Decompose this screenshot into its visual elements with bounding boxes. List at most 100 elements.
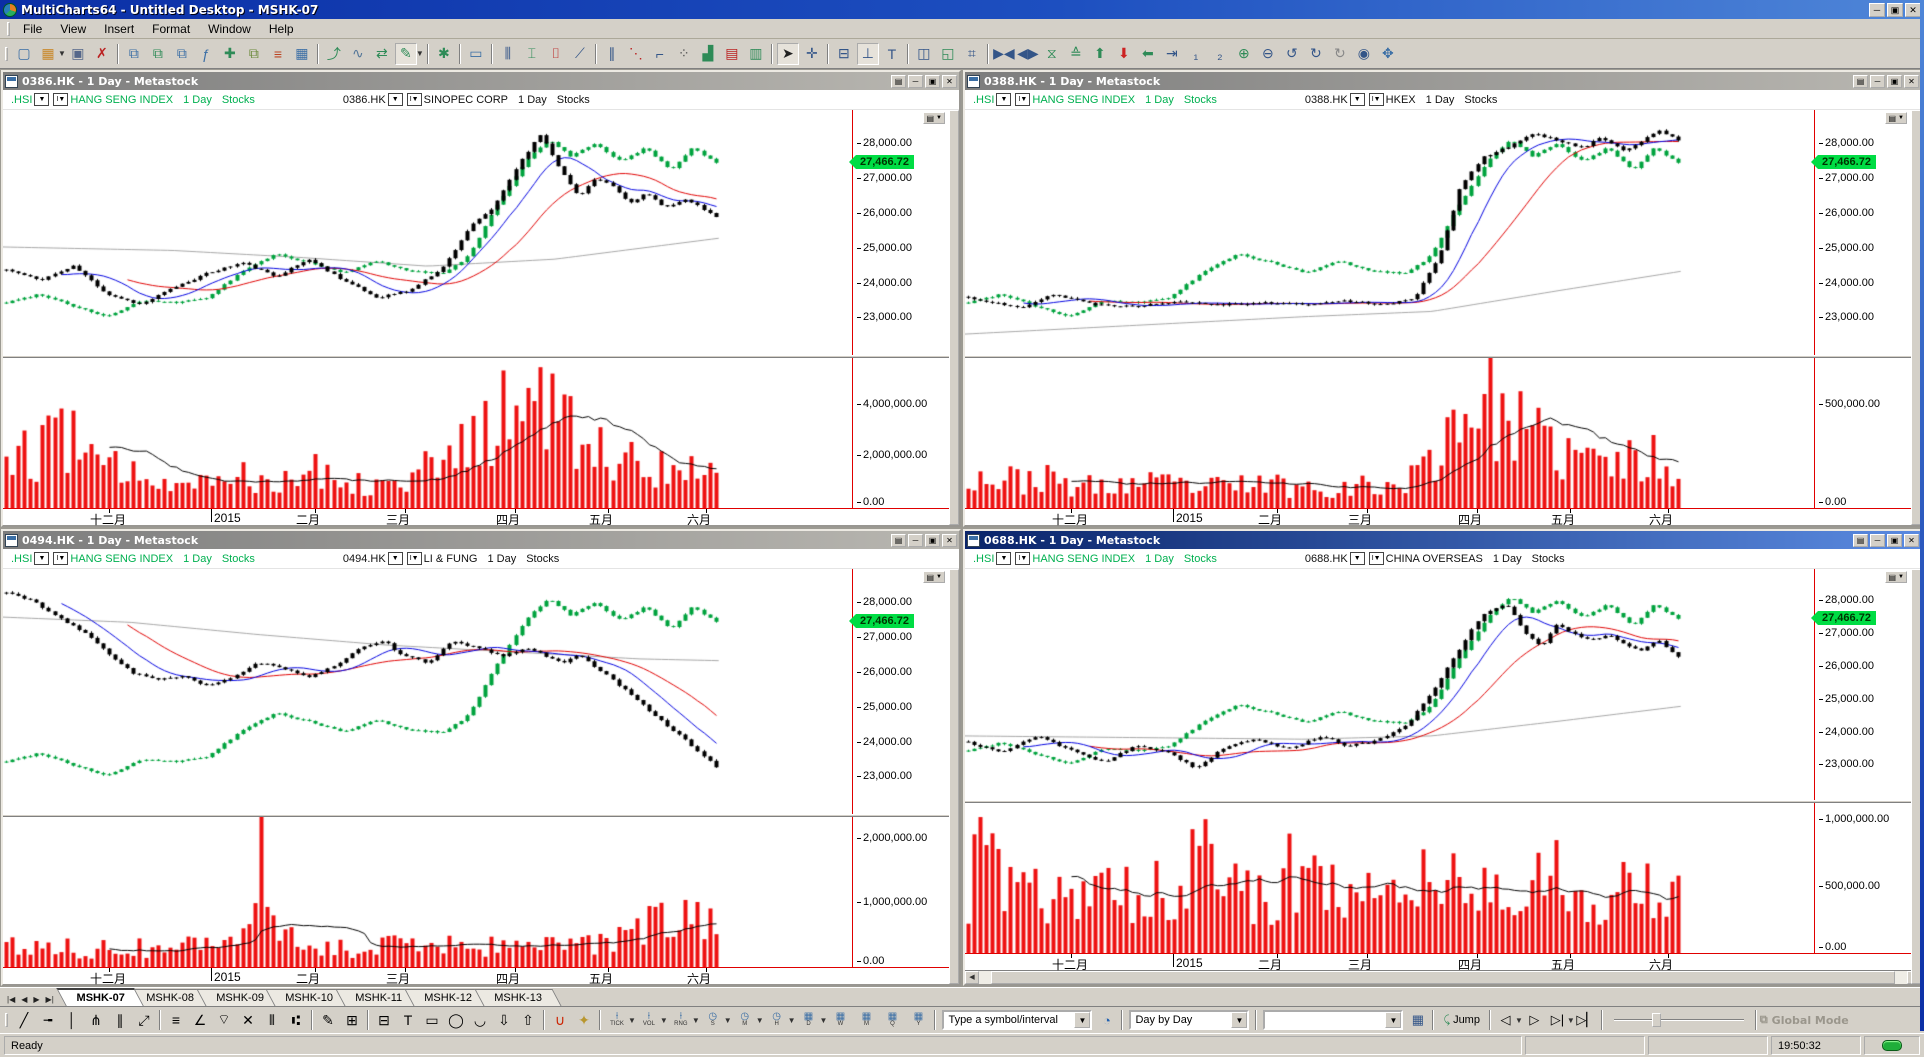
tile-windows-icon[interactable]: ◫ [917,45,931,61]
chart-window-restore-button[interactable]: ▣ [925,74,940,88]
chart-window-close-button[interactable]: ✕ [1904,533,1919,547]
vertical-scrollbar[interactable] [949,569,959,984]
second-resolution-icon[interactable]: ◷ S [701,1010,725,1031]
year-resolution-icon[interactable]: ▦ Y [906,1010,930,1031]
data-window-icon[interactable]: ⊟ [837,45,850,61]
price-axis[interactable]: 28,000.00 27,000.00 26,000.00 25,000.00 24,0… [1811,569,1921,800]
curve-analysis-icon[interactable]: ∿ [352,45,364,61]
redo-icon[interactable]: ↻ [1309,45,1322,61]
lock-drawings-icon[interactable]: ✦ [578,1011,590,1028]
format-objects-icon[interactable]: ≡ [273,45,282,62]
drawing-mode-icon-dropdown[interactable]: ▼ [415,49,424,58]
playback-play-to-icon-dropdown[interactable]: ▼ [1566,1015,1575,1025]
hollow-candle-icon[interactable]: ⌷ [551,45,561,61]
chart-settings-icon[interactable]: ▦ [1411,1012,1425,1027]
volume-axis[interactable]: 500,000.00 0.00 [1814,358,1921,509]
insert-study-icon[interactable]: ⧉ [176,45,187,61]
workspace-tab-mshk-13[interactable]: MSHK-13 [474,989,561,1006]
app-close-button[interactable]: ✕ [1905,2,1921,17]
minute-resolution-icon-dropdown[interactable]: ▼ [755,1015,764,1025]
pitchfork-icon[interactable]: ⋔ [90,1011,102,1028]
interval-combo[interactable]: ▼ [1263,1010,1404,1030]
step-style-icon[interactable]: ⌐ [655,45,664,62]
symbol-combo-dropdown[interactable]: ▼ [1074,1012,1091,1028]
playback-go-end-icon[interactable]: ▷▏ [1576,1012,1597,1027]
edit-script-icon[interactable]: ⧉ [248,45,259,61]
hsi-symbol-dropdown[interactable]: ▼ [996,93,1012,106]
save-desktop-icon[interactable]: ▣ [71,45,85,61]
scrollbar-track[interactable] [979,971,1907,984]
format-symbol-icon[interactable]: ⧉ [152,45,163,61]
chart-panel-menu-button[interactable]: ▤ ▼ [1885,571,1907,583]
chart-window-menu-button[interactable]: ▤ [1853,533,1868,547]
chart-panel-menu-button[interactable]: ▤ ▼ [1885,112,1907,124]
tab-nav-button-0[interactable]: |◀ [7,995,16,1004]
order-two-icon[interactable]: ₂ [1217,45,1223,62]
playback-step-icon[interactable]: ◀▶ [1017,45,1039,61]
chart-window-restore-button[interactable]: ▣ [925,533,940,547]
playback-step-back-icon[interactable]: ◁ [1500,1012,1511,1027]
tab-nav-button-1[interactable]: ◀ [21,995,28,1004]
tab-nav-button-3[interactable]: ▶| [45,995,54,1004]
volume-pane[interactable] [965,803,1814,954]
drawing-mode-icon[interactable]: ✎ [394,42,417,65]
hsi-symbol-dropdown[interactable]: ▼ [34,552,50,565]
parallel-lines-icon[interactable]: ∥ [116,1011,124,1028]
symbol-combo[interactable]: Type a symbol/interval ▼ [942,1010,1093,1030]
fib-fan-icon[interactable]: ∠ [193,1011,207,1028]
app-minimize-button[interactable]: ─ [1869,2,1885,17]
arc-tool-icon[interactable]: ◡ [473,1011,487,1028]
scroll-left-icon[interactable]: ◀ [965,971,979,984]
fib-timezones-icon[interactable]: ⦀ [268,1011,276,1028]
menu-item-help[interactable]: Help [268,21,294,36]
price-chart-canvas[interactable] [3,110,852,355]
strategy-report-icon[interactable]: ▦ [295,45,309,61]
hsi-symbol-dropdown[interactable]: ▼ [34,93,50,106]
day-resolution-icon[interactable]: ▦ D [797,1010,821,1031]
hour-resolution-icon-dropdown[interactable]: ▼ [787,1015,796,1025]
close-desktop-icon[interactable]: ✗ [96,45,108,61]
stock-symbol-dropdown[interactable]: ▼ [387,552,403,565]
price-chart-canvas[interactable] [965,569,1814,800]
pointer-icon[interactable]: ➤ [776,42,799,65]
second-resolution-icon-dropdown[interactable]: ▼ [723,1015,732,1025]
volume-axis[interactable]: 4,000,000.00 2,000,000.00 0.00 [852,358,959,509]
pane-splitter[interactable] [965,355,1921,358]
chart-window-close-button[interactable]: ✕ [942,533,957,547]
volume-chart-canvas[interactable] [3,817,852,967]
zoom-tool-icon[interactable]: ◉ [1357,45,1370,61]
app-titlebar[interactable]: MultiCharts64 - Untitled Desktop - MSHK-… [0,0,1924,19]
pane-splitter[interactable] [965,800,1921,803]
range-resolution-icon[interactable]: ⍿ RNG [669,1010,693,1031]
magnet-icon[interactable]: ∪ [554,1011,566,1028]
stock-symbol-dropdown[interactable]: ▼ [1349,93,1365,106]
vertical-scrollbar[interactable] [949,110,959,525]
open-icon[interactable]: ▦ [41,45,55,61]
chart-window-restore-button[interactable]: ▣ [1887,74,1902,88]
time-axis[interactable]: 十二月 2015 二月 三月 四月 五月 六月 [965,509,1814,527]
tick-resolution-icon-dropdown[interactable]: ▼ [628,1015,636,1025]
pane-splitter[interactable] [3,355,959,358]
volume-resolution-icon-dropdown[interactable]: ▼ [659,1015,668,1025]
global-mode-button[interactable]: ⧉ Global Mode [1760,1013,1849,1027]
time-axis[interactable]: 十二月 2015 二月 三月 四月 五月 六月 [3,509,852,527]
zoom-in-icon[interactable]: ⊕ [1237,45,1250,61]
hsi-interval-dropdown[interactable]: I▼ [53,93,69,106]
hsi-interval-dropdown[interactable]: I▼ [1015,552,1031,565]
slider-thumb[interactable] [1651,1013,1661,1027]
quote-board-icon[interactable]: ▭ [469,45,483,61]
menu-item-insert[interactable]: Insert [104,21,135,36]
scrollbar-thumb[interactable] [991,971,1895,984]
price-pane[interactable] [3,110,852,355]
price-chart-canvas[interactable] [3,569,852,814]
replay-arrows-icon[interactable]: ⇄ [376,45,388,61]
stock-interval-dropdown[interactable]: I▼ [1368,93,1384,106]
volume-resolution-icon[interactable]: ⍿ VOL [637,1010,661,1031]
chart-window-minimize-button[interactable]: ─ [908,533,923,547]
volume-axis[interactable]: 2,000,000.00 1,000,000.00 0.00 [852,817,959,968]
tick-resolution-icon[interactable]: ⍿ TICK [605,1010,629,1031]
price-axis[interactable]: 28,000.00 27,000.00 26,000.00 25,000.00 24,0… [849,569,959,814]
insert-symbol-icon[interactable]: ⧉ [128,45,139,61]
speed-icon[interactable]: ≙ [1069,45,1082,61]
scroll-up-icon[interactable]: ⬆ [1093,45,1106,61]
